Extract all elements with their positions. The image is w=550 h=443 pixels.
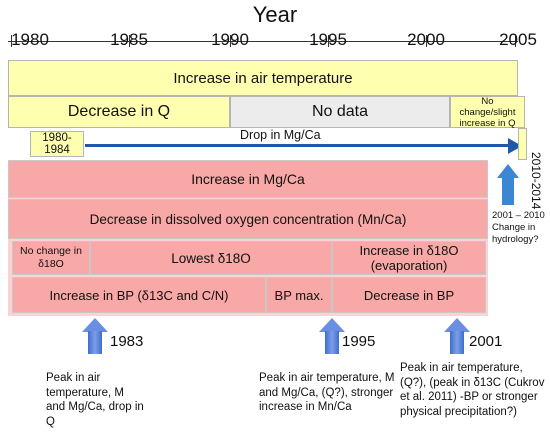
band-no-change-q: No change/slight increase in Q [450, 96, 525, 129]
event-year-1995: 1995 [342, 333, 376, 350]
event-year-1983: 1983 [110, 333, 144, 350]
tick-mark [11, 35, 12, 47]
tick-label-1985: 1985 [110, 30, 148, 49]
band-increase-d18o: Increase in δ18O (evaporation) [332, 241, 486, 275]
band-lowest-d18o: Lowest δ18O [90, 241, 332, 275]
event-arrow-2001-head [444, 318, 470, 332]
drop-mgca-arrow-shaft [85, 144, 510, 147]
event-arrow-1995-head [319, 318, 345, 332]
event-arrow-2001-shaft [450, 331, 464, 354]
tick-mark [129, 35, 130, 47]
tick-label-1990: 1990 [211, 30, 249, 49]
event-year-2001: 2001 [469, 333, 503, 350]
band-increase-bp: Increase in BP (δ13C and C/N) [12, 277, 266, 313]
tick-mark [230, 35, 231, 47]
band-decrease-q: Decrease in Q [8, 96, 230, 128]
band-no-change-d18o: No change in δ18O [12, 241, 90, 275]
drop-mgca-label: Drop in Mg/Ca [240, 128, 321, 142]
event-note-1983: Peak in air temperature, M and Mg/Ca, dr… [46, 372, 144, 428]
event-arrow-1995-shaft [325, 331, 339, 354]
tick-label-1980: 1980 [11, 30, 49, 49]
tick-label-1995: 1995 [309, 30, 347, 49]
band-2010-2014-marker [518, 128, 527, 160]
event-note-2001: Peak in air temperature, (Q?), (peak in … [400, 362, 545, 418]
band-increase-mgca: Increase in Mg/Ca [8, 160, 488, 198]
band-decrease-bp: Decrease in BP [332, 277, 486, 313]
hydrology-arrow-head [497, 164, 519, 178]
event-note-1995: Peak in air temperature, M and Mg/Ca, (Q… [259, 372, 395, 413]
tick-label-2005: 2005 [499, 30, 537, 49]
band-no-data: No data [230, 96, 450, 128]
band-air-temperature: Increase in air temperature [8, 60, 518, 96]
event-arrow-1983-head [82, 318, 108, 332]
hydrology-arrow-shaft [502, 177, 514, 205]
period-2010-2014-label: 2010-2014 [529, 152, 543, 210]
tick-mark [328, 35, 329, 47]
axis-title: Year [252, 2, 298, 27]
tick-mark [515, 35, 516, 47]
time-axis-line [8, 41, 518, 42]
band-period-1980-1984: 1980-1984 [30, 131, 84, 157]
tick-label-2000: 2000 [407, 30, 445, 49]
band-bp-max: BP max. [266, 277, 332, 313]
hydrology-note: 2001 – 2010 Change in hydrology? [492, 210, 545, 245]
event-arrow-1983-shaft [88, 331, 102, 354]
no-change-d18o-label: No change in δ18O [20, 245, 82, 270]
band-decrease-oxygen: Decrease in dissolved oxygen concentrati… [8, 199, 488, 239]
tick-mark [426, 35, 427, 47]
